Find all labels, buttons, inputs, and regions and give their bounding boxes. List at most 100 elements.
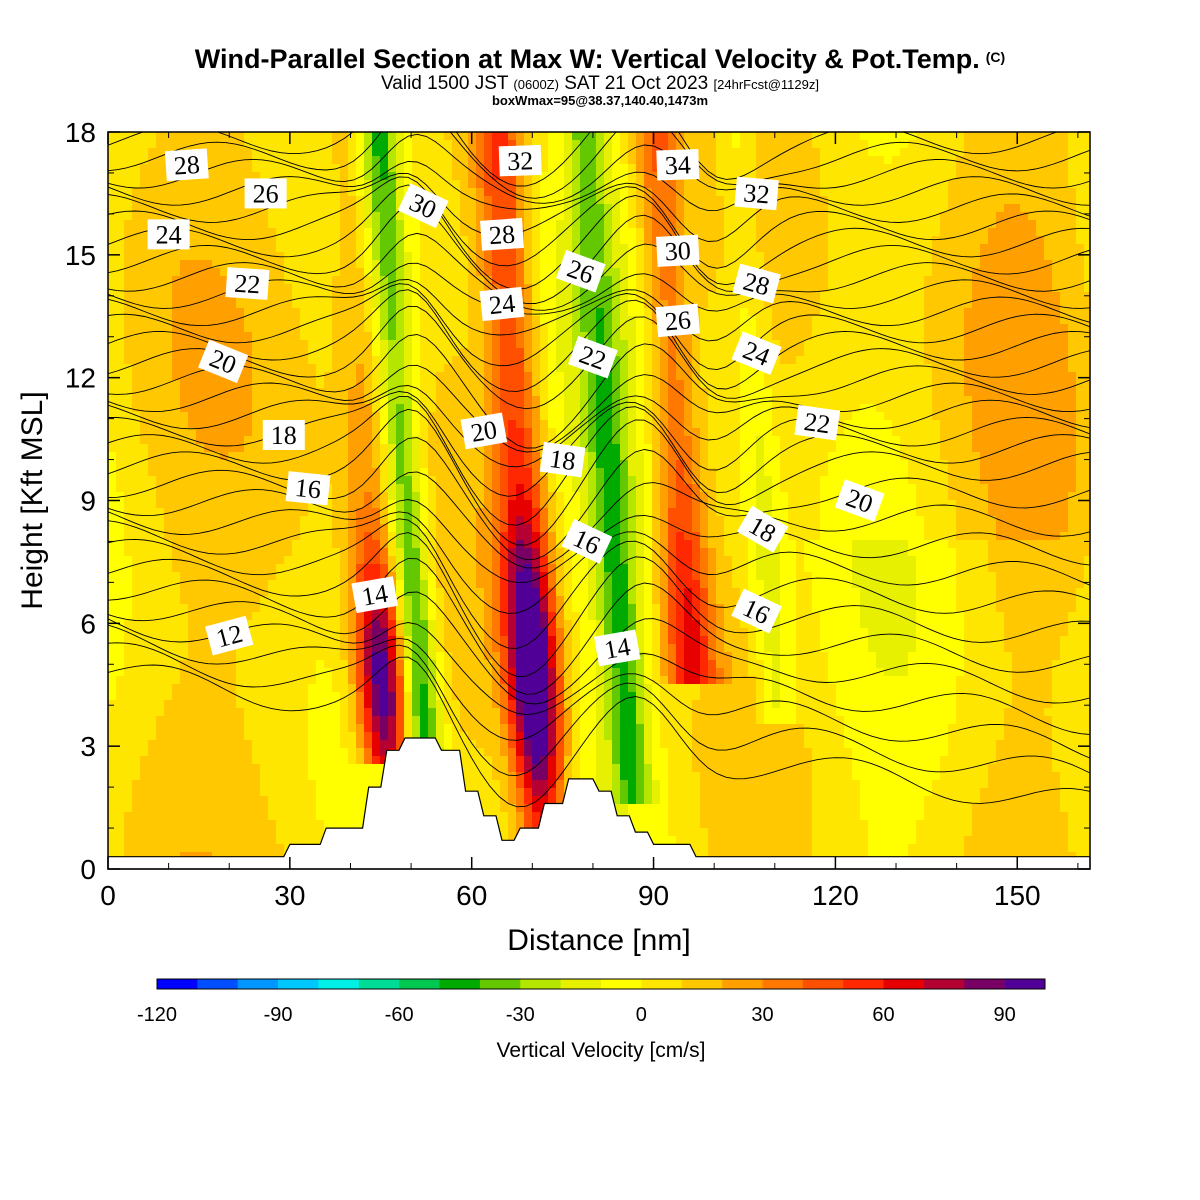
w-cell — [668, 428, 677, 437]
w-cell — [236, 244, 245, 253]
w-cell — [380, 404, 389, 413]
w-cell — [116, 204, 125, 213]
w-cell — [980, 244, 989, 253]
w-cell — [284, 148, 293, 157]
w-cell — [388, 332, 397, 341]
w-cell — [876, 204, 885, 213]
w-cell — [524, 380, 533, 389]
w-cell — [348, 220, 357, 229]
w-cell — [988, 372, 997, 381]
w-cell — [372, 412, 381, 421]
w-cell — [956, 324, 965, 333]
w-cell — [396, 340, 405, 349]
w-cell — [908, 268, 917, 277]
w-cell — [996, 220, 1005, 229]
w-cell — [1052, 372, 1061, 381]
w-cell — [1060, 372, 1069, 381]
w-cell — [108, 420, 117, 429]
w-cell — [212, 228, 221, 237]
w-cell — [300, 132, 309, 141]
w-cell — [420, 332, 429, 341]
w-cell — [180, 340, 189, 349]
w-cell — [772, 444, 781, 453]
w-cell — [428, 188, 437, 197]
w-cell — [980, 172, 989, 181]
w-cell — [308, 140, 317, 149]
w-cell — [340, 156, 349, 165]
w-cell — [380, 236, 389, 245]
w-cell — [908, 396, 917, 405]
w-cell — [964, 356, 973, 365]
w-cell — [748, 372, 757, 381]
w-cell — [884, 196, 893, 205]
w-cell — [380, 220, 389, 229]
w-cell — [428, 372, 437, 381]
w-cell — [940, 244, 949, 253]
w-cell — [956, 412, 965, 421]
w-cell — [436, 372, 445, 381]
w-cell — [676, 204, 685, 213]
w-cell — [260, 260, 269, 269]
w-cell — [676, 300, 685, 309]
w-cell — [716, 340, 725, 349]
w-cell — [260, 340, 269, 349]
w-cell — [884, 156, 893, 165]
w-cell — [708, 372, 717, 381]
w-cell — [892, 412, 901, 421]
w-cell — [964, 284, 973, 293]
w-cell — [980, 332, 989, 341]
w-cell — [1084, 396, 1090, 405]
w-cell — [404, 396, 413, 405]
w-cell — [220, 164, 229, 173]
w-cell — [708, 356, 717, 365]
w-cell — [596, 324, 605, 333]
w-cell — [812, 356, 821, 365]
w-cell — [324, 284, 333, 293]
w-cell — [996, 260, 1005, 269]
w-cell — [964, 404, 973, 413]
w-cell — [844, 372, 853, 381]
w-cell — [524, 284, 533, 293]
w-cell — [308, 188, 317, 197]
w-cell — [932, 156, 941, 165]
w-cell — [820, 324, 829, 333]
w-cell — [956, 164, 965, 173]
w-cell — [804, 284, 813, 293]
w-cell — [988, 204, 997, 213]
w-cell — [764, 324, 773, 333]
w-cell — [788, 404, 797, 413]
w-cell — [716, 436, 725, 445]
w-cell — [716, 388, 725, 397]
w-cell — [1052, 356, 1061, 365]
w-cell — [116, 236, 125, 245]
w-cell — [636, 268, 645, 277]
w-cell — [836, 364, 845, 373]
w-cell — [380, 444, 389, 453]
w-cell — [820, 276, 829, 285]
w-cell — [940, 340, 949, 349]
w-cell — [948, 356, 957, 365]
w-cell — [508, 260, 517, 269]
w-cell — [388, 300, 397, 309]
w-cell — [508, 396, 517, 405]
w-cell — [612, 428, 621, 437]
w-cell — [188, 420, 197, 429]
w-cell — [924, 204, 933, 213]
w-cell — [404, 212, 413, 221]
w-cell — [1052, 172, 1061, 181]
w-cell — [692, 348, 701, 357]
w-cell — [820, 404, 829, 413]
w-cell — [700, 276, 709, 285]
w-cell — [284, 372, 293, 381]
w-cell — [180, 436, 189, 445]
w-cell — [1020, 412, 1029, 421]
w-cell — [1084, 340, 1090, 349]
w-cell — [196, 412, 205, 421]
w-cell — [380, 140, 389, 149]
w-cell — [732, 156, 741, 165]
w-cell — [380, 212, 389, 221]
w-cell — [812, 444, 821, 453]
w-cell — [524, 332, 533, 341]
w-cell — [340, 428, 349, 437]
w-cell — [732, 412, 741, 421]
